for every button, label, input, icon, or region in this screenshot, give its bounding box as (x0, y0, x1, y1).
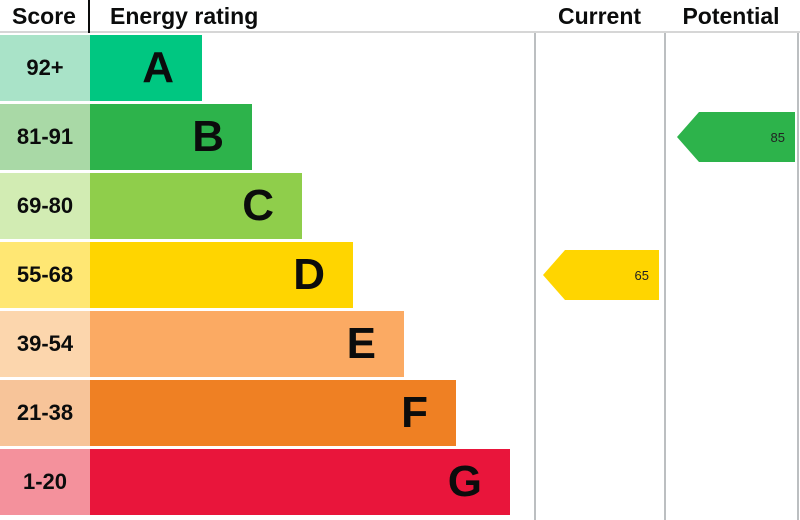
header-potential: Potential (682, 3, 780, 29)
rating-letter-g: G (447, 457, 482, 506)
score-range-c: 69-80 (0, 173, 90, 239)
rating-bar-f: F (90, 380, 456, 446)
column-divider-right-edge (797, 0, 799, 520)
header-energy-rating: Energy rating (110, 3, 259, 29)
band-row-b: 81-91 B (0, 104, 510, 170)
rating-bar-e: E (90, 311, 404, 377)
column-divider-current (534, 0, 536, 520)
header-score: Score (0, 0, 90, 33)
rating-bar-a: A (90, 35, 202, 101)
score-range-f: 21-38 (0, 380, 90, 446)
score-range-d: 55-68 (0, 242, 90, 308)
score-range-g: 1-20 (0, 449, 90, 515)
column-divider-potential (664, 0, 666, 520)
rating-letter-e: E (346, 319, 376, 368)
potential-rating-value: 85 (770, 129, 785, 145)
table-header: Score Energy rating Current Potential (0, 0, 800, 33)
header-current: Current (557, 3, 642, 29)
band-row-c: 69-80 C (0, 173, 510, 239)
band-row-d: 55-68 D (0, 242, 510, 308)
score-range-b: 81-91 (0, 104, 90, 170)
rating-letter-c: C (242, 181, 274, 230)
rating-bar-g: G (90, 449, 510, 515)
band-row-f: 21-38 F (0, 380, 510, 446)
rating-bar-c: C (90, 173, 302, 239)
rating-letter-d: D (293, 250, 325, 299)
band-row-g: 1-20 G (0, 449, 510, 515)
current-rating-value: 65 (634, 267, 649, 283)
score-range-a: 92+ (0, 35, 90, 101)
potential-rating-arrow: 85 (677, 112, 795, 162)
band-row-e: 39-54 E (0, 311, 510, 377)
rating-letter-b: B (192, 112, 224, 161)
rating-letter-f: F (401, 388, 428, 437)
current-rating-arrow: 65 (543, 250, 659, 300)
band-rows: 92+ A 81-91 B 69-80 C 55-68 D 39-54 E 21… (0, 35, 510, 515)
band-row-a: 92+ A (0, 35, 510, 101)
rating-letter-a: A (142, 43, 174, 92)
rating-bar-b: B (90, 104, 252, 170)
score-range-e: 39-54 (0, 311, 90, 377)
rating-bar-d: D (90, 242, 353, 308)
